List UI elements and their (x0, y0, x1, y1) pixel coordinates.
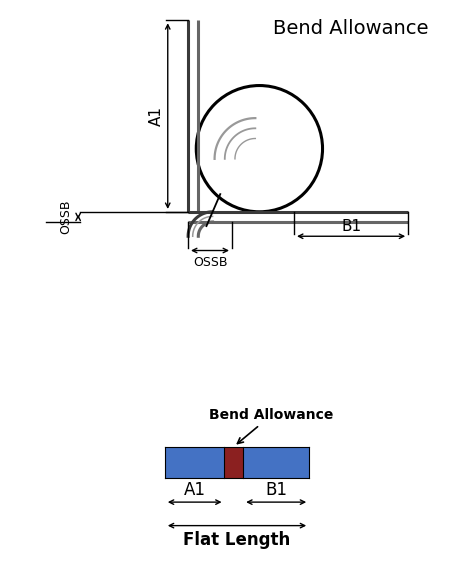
Text: OSSB: OSSB (59, 200, 73, 234)
Bar (165, 447, 225, 478)
Text: A1: A1 (184, 481, 206, 499)
Text: Flat Length: Flat Length (183, 531, 291, 549)
Text: Bend Allowance: Bend Allowance (210, 408, 334, 443)
Text: B1: B1 (265, 481, 287, 499)
Text: Bend Allowance: Bend Allowance (273, 19, 429, 38)
Text: OSSB: OSSB (193, 256, 227, 269)
Bar (225, 447, 243, 478)
Text: B1: B1 (341, 219, 361, 233)
Text: A1: A1 (149, 106, 164, 126)
Bar (243, 447, 309, 478)
